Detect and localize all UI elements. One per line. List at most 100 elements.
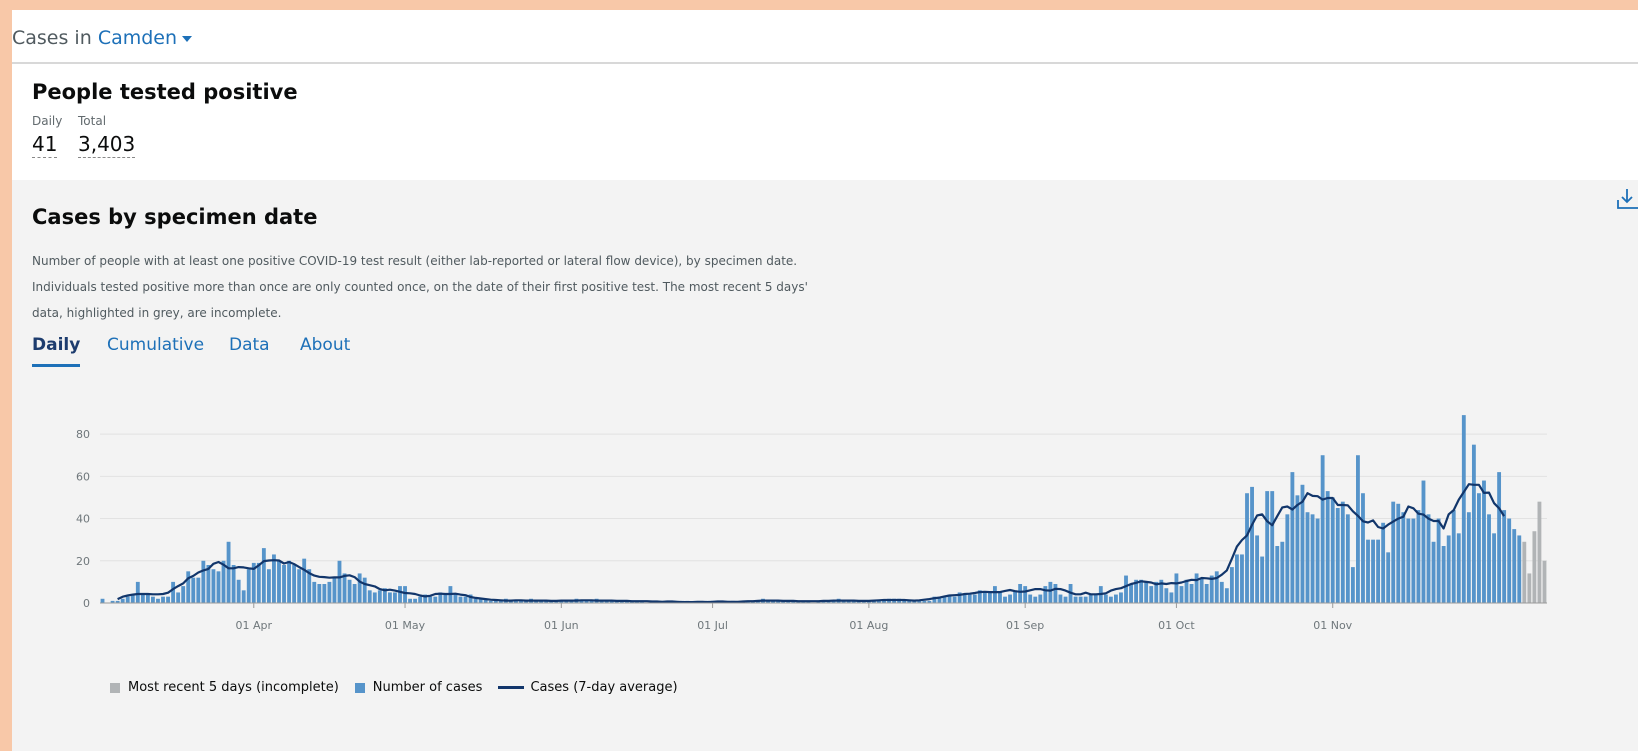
total-value[interactable]: 3,403 xyxy=(78,132,136,158)
case-bar xyxy=(216,571,221,603)
case-bar xyxy=(599,600,604,603)
case-bar xyxy=(1144,581,1149,603)
case-bar xyxy=(236,579,241,603)
case-bar xyxy=(1507,518,1512,603)
case-bar xyxy=(251,562,256,603)
tab-data[interactable]: Data xyxy=(229,335,270,355)
case-bar xyxy=(1260,556,1265,603)
case-bar xyxy=(1018,584,1023,603)
case-bar xyxy=(559,600,564,603)
case-bar xyxy=(428,596,433,603)
incomplete-bar xyxy=(1522,541,1527,603)
case-bar xyxy=(347,579,352,603)
total-label: Total xyxy=(78,114,107,128)
case-bar xyxy=(201,560,206,603)
case-bar xyxy=(1179,586,1184,603)
case-bar xyxy=(1517,535,1522,603)
case-bar xyxy=(1013,590,1018,603)
case-bar xyxy=(771,600,776,603)
download-icon[interactable] xyxy=(1616,186,1638,212)
case-bar xyxy=(1124,575,1128,603)
area-selector-bar: Cases in Camden xyxy=(12,10,1638,64)
daily-value[interactable]: 41 xyxy=(32,132,58,158)
area-dropdown[interactable]: Camden xyxy=(97,27,178,49)
case-bar xyxy=(176,592,181,603)
case-bar xyxy=(130,594,135,603)
case-bar xyxy=(932,596,937,603)
case-bar xyxy=(871,600,876,603)
case-bar xyxy=(332,577,337,603)
case-bar xyxy=(544,600,549,603)
case-bar xyxy=(297,569,302,603)
case-bar xyxy=(1093,594,1098,603)
case-bar xyxy=(1391,501,1396,603)
case-bar xyxy=(151,596,155,603)
legend-label-average: Cases (7-day average) xyxy=(530,680,678,695)
case-bar xyxy=(357,573,362,603)
case-bar xyxy=(1199,577,1204,603)
case-bar xyxy=(534,600,539,603)
case-bar xyxy=(1280,541,1285,603)
x-tick-label: 01 May xyxy=(385,619,426,632)
case-bar xyxy=(1406,518,1411,603)
case-bar xyxy=(1008,594,1012,603)
case-bar xyxy=(1376,539,1381,603)
case-bar xyxy=(1300,484,1305,603)
case-bar xyxy=(1340,501,1345,603)
y-tick-label: 80 xyxy=(76,428,90,441)
case-bar xyxy=(125,596,130,603)
case-bar xyxy=(266,569,271,603)
case-bar xyxy=(1245,493,1249,603)
case-bar xyxy=(1214,571,1219,603)
case-bar xyxy=(947,594,952,603)
tab-daily[interactable]: Daily xyxy=(32,335,81,367)
case-bar xyxy=(387,592,392,603)
case-bar xyxy=(221,560,226,603)
case-bar xyxy=(1305,512,1310,603)
case-bar xyxy=(372,592,377,603)
case-bar xyxy=(962,594,967,603)
case-bar xyxy=(408,598,412,603)
case-bar xyxy=(1441,546,1446,603)
caret-down-icon[interactable] xyxy=(182,35,193,42)
chart-card: Cases by specimen date Number of people … xyxy=(12,180,1638,751)
area-selector[interactable]: Cases in Camden xyxy=(12,27,193,49)
case-bar xyxy=(1381,522,1386,603)
case-bar xyxy=(1366,539,1370,603)
case-bar xyxy=(1053,584,1058,603)
case-bar xyxy=(917,600,922,603)
case-bar xyxy=(1250,486,1254,603)
case-bar xyxy=(1164,588,1169,603)
case-bar xyxy=(161,596,165,603)
case-bar xyxy=(292,565,297,603)
case-bar xyxy=(1315,518,1320,603)
case-bar xyxy=(579,600,584,603)
case-bar xyxy=(135,581,140,603)
tab-cumulative[interactable]: Cumulative xyxy=(107,335,205,355)
case-bar xyxy=(972,594,977,603)
incomplete-bar xyxy=(1537,501,1542,603)
case-bar xyxy=(1345,514,1350,603)
case-bar xyxy=(100,598,105,603)
case-bar xyxy=(186,571,191,603)
case-bar xyxy=(140,594,145,603)
case-bar xyxy=(519,600,523,603)
case-bar xyxy=(433,596,438,603)
case-bar xyxy=(473,598,478,603)
case-bar xyxy=(1108,596,1113,603)
legend-item-incomplete: Most recent 5 days (incomplete) xyxy=(110,680,339,695)
case-bar xyxy=(1083,596,1088,603)
case-bar xyxy=(1119,592,1123,603)
case-bar xyxy=(1411,518,1416,603)
case-bar xyxy=(1421,480,1426,603)
case-bar xyxy=(110,600,115,603)
case-bar xyxy=(1043,586,1048,603)
case-bar xyxy=(1134,579,1139,603)
tab-about[interactable]: About xyxy=(300,335,351,355)
case-bar xyxy=(1497,472,1502,603)
case-bar xyxy=(882,600,886,603)
x-tick-label: 01 Aug xyxy=(849,619,888,632)
case-bar xyxy=(327,581,332,603)
case-bar xyxy=(231,565,236,603)
x-tick-label: 01 Sep xyxy=(1006,619,1044,632)
